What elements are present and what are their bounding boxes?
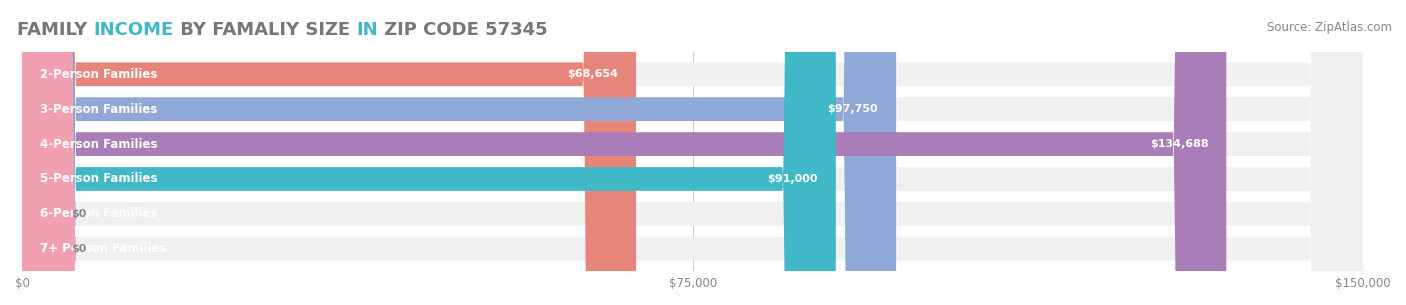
Text: FAMILY: FAMILY [17,21,93,39]
FancyBboxPatch shape [0,0,76,305]
FancyBboxPatch shape [22,0,1226,305]
Text: $134,688: $134,688 [1150,139,1208,149]
Text: 6-Person Families: 6-Person Families [41,207,157,221]
FancyBboxPatch shape [22,0,1364,305]
Text: 3-Person Families: 3-Person Families [41,103,157,116]
FancyBboxPatch shape [22,0,835,305]
Text: 4-Person Families: 4-Person Families [41,138,157,151]
FancyBboxPatch shape [22,0,1364,305]
FancyBboxPatch shape [22,0,896,305]
Text: BY FAMALIY SIZE: BY FAMALIY SIZE [173,21,356,39]
Text: 7+ Person Families: 7+ Person Families [41,242,167,255]
FancyBboxPatch shape [22,0,1364,305]
FancyBboxPatch shape [22,0,1364,305]
FancyBboxPatch shape [22,0,636,305]
Text: IN: IN [356,21,378,39]
Text: $0: $0 [72,244,87,254]
FancyBboxPatch shape [22,0,1364,305]
FancyBboxPatch shape [0,0,76,305]
Text: $68,654: $68,654 [567,69,619,79]
FancyBboxPatch shape [22,0,1364,305]
Text: $0: $0 [72,209,87,219]
Text: $91,000: $91,000 [768,174,818,184]
Text: $97,750: $97,750 [828,104,879,114]
Text: 5-Person Families: 5-Person Families [41,172,157,185]
Text: 2-Person Families: 2-Person Families [41,68,157,81]
Text: INCOME: INCOME [93,21,173,39]
Text: ZIP CODE 57345: ZIP CODE 57345 [378,21,547,39]
Text: Source: ZipAtlas.com: Source: ZipAtlas.com [1267,21,1392,34]
